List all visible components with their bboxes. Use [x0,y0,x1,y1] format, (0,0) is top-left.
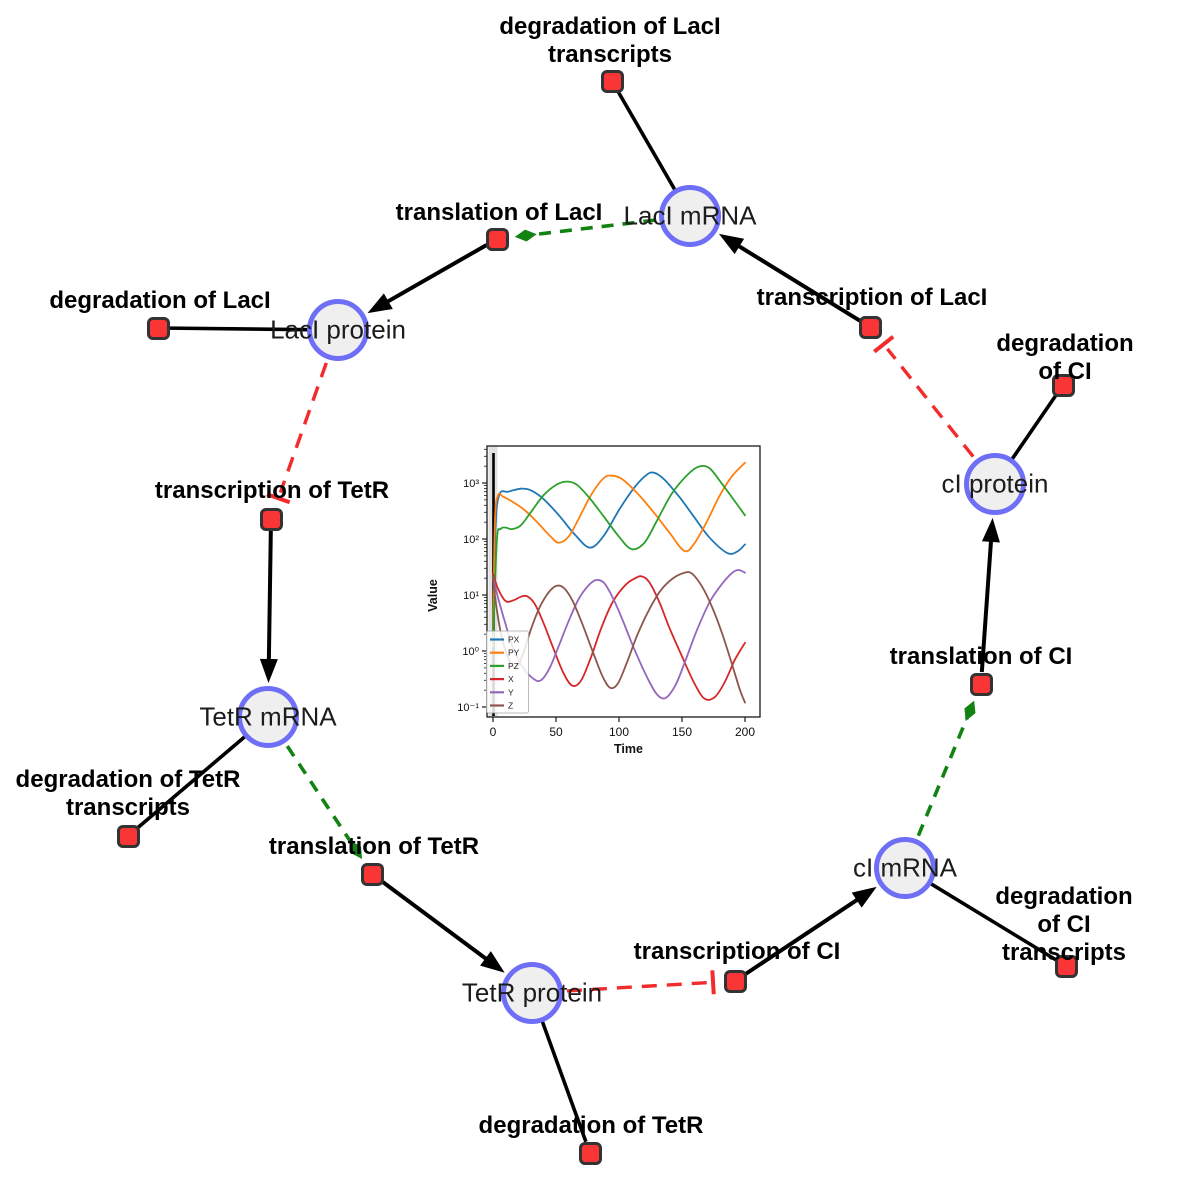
reaction-label-degradation-of-lacI: degradation of LacI [49,287,271,314]
series-PY [492,461,746,648]
reaction-degradation-of-lacI[interactable] [146,316,170,340]
edge-degradation-of-lacI--lacI-protein [169,326,311,332]
reaction-label-degradation-of-cI: degradation of CI [996,330,1134,385]
legend-label-PY: PY [508,648,520,658]
series-Y [492,569,746,700]
species-label-lacI-protein: LacI protein [270,314,406,345]
series-X [492,572,746,701]
reaction-label-transcription-of-lacI: transcription of LacI [756,284,988,311]
y-tick-label: 10¹ [463,590,479,602]
legend-label-PX: PX [508,635,520,645]
x-tick-label: 100 [609,725,629,739]
edge-transcription-of-cI--cI-mRNA [743,886,877,977]
edge-transcription-of-lacI--lacI-mRNA [718,233,861,323]
y-axis-label: Value [426,579,440,612]
x-tick-label: 50 [549,725,563,739]
reaction-translation-of-cI[interactable] [969,672,993,696]
reaction-label-transcription-of-cI: transcription of CI [633,938,841,965]
edge-degradation-of-tetR-transcripts--tetR-mRNA [135,733,248,830]
species-label-tetR-protein: TetR protein [461,977,603,1008]
reaction-degradation-of-lacI-transcripts[interactable] [600,69,624,93]
x-tick-label: 200 [735,725,755,739]
species-label-cI-protein: cI protein [941,468,1049,499]
species-label-cI-mRNA: cI mRNA [853,852,957,883]
x-axis-label: Time [614,742,643,756]
reaction-label-degradation-of-cI-transcripts: degradation of CI transcripts [995,883,1133,966]
edge-tetR-mRNA--translation-of-tetR [285,745,363,859]
series-PX [492,471,746,648]
x-tick-label: 0 [490,725,497,739]
reaction-transcription-of-tetR[interactable] [259,507,283,531]
edge-degradation-of-cI--cI-protein [1009,393,1058,462]
edge-tetR-protein--transcription-of-cI [566,970,716,995]
y-tick-label: 10⁰ [462,646,479,658]
edge-translation-of-lacI--lacI-protein [367,243,488,314]
legend-label-PZ: PZ [508,661,519,671]
edge-degradation-of-tetR--tetR-protein [539,1018,588,1143]
reaction-translation-of-lacI[interactable] [485,227,509,251]
plot-legend: PX PY PZ XYZ [486,630,529,714]
edge-degradation-of-lacI-transcripts--lacI-mRNA [616,90,678,193]
species-cI-mRNA[interactable] [874,837,936,899]
species-lacI-mRNA[interactable] [659,185,721,247]
reaction-degradation-of-cI[interactable] [1051,373,1075,397]
reaction-degradation-of-cI-transcripts[interactable] [1054,954,1078,978]
axes-frame [486,445,761,718]
edge-cI-mRNA--translation-of-cI [916,700,976,837]
legend-label-Z: Z [508,701,513,711]
reaction-label-translation-of-tetR: translation of TetR [268,833,480,860]
species-tetR-mRNA[interactable] [237,686,299,748]
species-label-tetR-mRNA: TetR mRNA [199,701,337,732]
edge-transcription-of-tetR--tetR-mRNA [259,530,278,684]
reaction-transcription-of-cI[interactable] [723,969,747,993]
reaction-label-translation-of-lacI: translation of LacI [395,199,603,226]
reaction-label-translation-of-cI: translation of CI [889,643,1073,670]
reaction-translation-of-tetR[interactable] [360,862,384,886]
edge-degradation-of-cI-transcripts--cI-mRNA [927,881,1057,962]
y-tick-label: 10³ [463,478,479,490]
edge-cI-protein--transcription-of-lacI [873,335,975,458]
legend-label-X: X [508,674,514,684]
legend-label-Y: Y [508,687,514,697]
reaction-label-degradation-of-tetR: degradation of TetR [478,1112,704,1139]
reaction-label-transcription-of-tetR: transcription of TetR [154,477,390,504]
edge-lacI-mRNA--translation-of-lacI [514,218,656,242]
reaction-degradation-of-tetR-transcripts[interactable] [116,824,140,848]
species-label-lacI-mRNA: LacI mRNA [623,200,757,231]
species-cI-protein[interactable] [964,453,1026,515]
reaction-transcription-of-lacI[interactable] [858,315,882,339]
y-tick-label: 10⁻¹ [457,702,479,714]
species-lacI-protein[interactable] [307,299,369,361]
edge-lacI-protein--transcription-of-tetR [266,362,328,505]
y-tick-label: 10² [463,534,479,546]
reaction-degradation-of-tetR[interactable] [578,1141,602,1165]
series-PZ [492,464,746,648]
edge-translation-of-cI--cI-protein [979,517,1000,673]
reaction-label-degradation-of-tetR-transcripts: degradation of TetR transcripts [15,766,241,821]
reaction-label-degradation-of-lacI-transcripts: degradation of LacI transcripts [499,13,721,68]
edge-translation-of-tetR--tetR-protein [380,879,505,973]
x-tick-label: 150 [672,725,692,739]
species-tetR-protein[interactable] [501,962,563,1024]
